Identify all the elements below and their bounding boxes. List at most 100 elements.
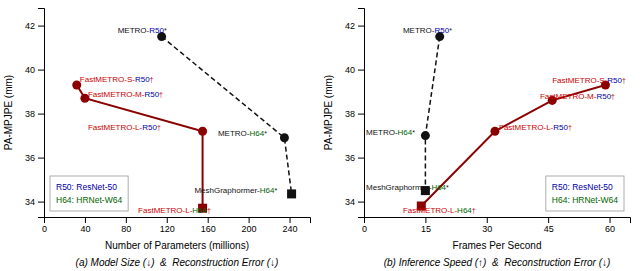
y-tick-mark — [38, 70, 44, 71]
legend-box — [50, 176, 128, 211]
x-tick-mark — [208, 217, 209, 223]
point-label-part: H64 — [398, 128, 413, 137]
y-tick-label: 42 — [25, 21, 35, 31]
point-label-part: * — [264, 130, 267, 137]
plot-area: 040801201602002403436384042METRO-R50*Fas… — [25, 9, 311, 235]
y-tick-label: 34 — [25, 197, 35, 207]
x-tick: 0 — [362, 217, 367, 234]
y-axis: 3436384042 — [25, 9, 45, 218]
point-label: FastMETRO-L-H64† — [138, 206, 211, 215]
y-axis-title: PA-MPJPE (mm) — [323, 75, 334, 150]
point-label: MeshGraphormer-H64* — [366, 183, 449, 192]
plot-area: 0153045603436384042METRO-R50*METRO-H64*M… — [345, 9, 631, 235]
point-label: FastMETRO-M-R50† — [540, 92, 615, 101]
point-label-part: † — [159, 91, 163, 98]
x-axis-line — [365, 218, 631, 224]
legend-entry: H64: HRNet-W64 — [56, 195, 122, 205]
x-tick-label: 40 — [80, 224, 90, 234]
x-tick-mark — [85, 217, 86, 223]
x-tick-label: 0 — [42, 224, 47, 234]
y-tick: 38 — [345, 109, 364, 119]
point-label-part: FastMETRO-M- — [88, 90, 145, 99]
y-tick: 42 — [345, 21, 364, 31]
x-axis-title: Frames Per Second — [453, 240, 542, 251]
x-tick: 160 — [201, 217, 216, 234]
x-tick: 200 — [242, 217, 257, 234]
y-tick-mark — [38, 26, 44, 27]
x-axis: 015304560 — [362, 217, 631, 234]
y-tick: 40 — [25, 65, 44, 75]
y-axis-line — [358, 9, 365, 218]
point-label-part: † — [157, 124, 161, 131]
x-tick: 120 — [160, 217, 175, 234]
point-label-part: * — [412, 129, 415, 136]
x-tick-label: 80 — [121, 224, 131, 234]
y-tick-label: 40 — [25, 65, 35, 75]
chart-title: (a) Model Size (↓) & Reconstruction Erro… — [76, 257, 279, 268]
point-label: METRO-R50* — [403, 26, 452, 35]
y-tick-label: 36 — [345, 153, 355, 163]
point-label-part: † — [622, 77, 626, 84]
point-label: METRO-H64* — [218, 129, 267, 138]
x-axis: 0 40 80 120 160 200 240 — [42, 217, 311, 234]
x-tick: 15 — [421, 217, 431, 234]
x-tick-label: 60 — [605, 224, 615, 234]
y-axis-title: PA-MPJPE (mm) — [3, 75, 14, 150]
x-tick-mark — [167, 217, 168, 223]
point-label-part: H64 — [192, 206, 207, 215]
x-tick-mark — [487, 217, 488, 223]
point-circle — [421, 131, 430, 140]
y-tick-label: 34 — [345, 197, 355, 207]
point-label-part: † — [568, 124, 572, 131]
point-label-part: † — [207, 207, 211, 214]
point-label: FastMETRO-M-R50† — [88, 90, 163, 99]
y-tick-mark — [38, 202, 44, 203]
chart-title: (b) Inference Speed (↑) & Reconstruction… — [384, 257, 611, 268]
point-label-part: R50 — [434, 26, 449, 35]
panel: 040801201602002403436384042METRO-R50*Fas… — [3, 9, 311, 269]
point-label-part: * — [446, 184, 449, 191]
x-tick-mark — [548, 217, 549, 223]
x-tick: 30 — [482, 217, 492, 234]
x-tick-label: 120 — [160, 224, 175, 234]
point-label-part: R50 — [607, 76, 622, 85]
y-tick-mark — [38, 158, 44, 159]
point-label-part: FastMETRO-S- — [80, 75, 135, 84]
x-tick-mark — [126, 217, 127, 223]
point-label-part: R50 — [135, 75, 150, 84]
legend: R50: ResNet-50H64: HRNet-W64 — [546, 176, 624, 211]
y-tick: 34 — [25, 197, 44, 207]
y-tick: 42 — [25, 21, 44, 31]
y-tick-label: 42 — [345, 21, 355, 31]
point-label: MeshGraphormer-H64* — [194, 186, 277, 195]
point-label-part: FastMETRO-L- — [88, 123, 143, 132]
point-label: FastMETRO-L-R50† — [88, 123, 161, 132]
point-label: FastMETRO-L-R50† — [499, 123, 572, 132]
point-label-part: R50 — [553, 123, 568, 132]
y-tick: 34 — [345, 197, 364, 207]
y-tick-label: 38 — [345, 109, 355, 119]
point-label: METRO-R50* — [118, 26, 167, 35]
y-tick-mark — [358, 26, 364, 27]
point-label: FastMETRO-S-R50† — [80, 75, 154, 84]
x-tick-label: 15 — [421, 224, 431, 234]
point-labels: METRO-R50*METRO-H64*MeshGraphormer-H64*F… — [366, 26, 626, 215]
x-axis-title: Number of Parameters (millions) — [105, 240, 249, 251]
point-label: FastMETRO-S-R50† — [552, 76, 626, 85]
point-circle — [198, 127, 207, 136]
series-line — [425, 37, 439, 191]
x-tick-mark — [610, 217, 611, 223]
point-label-part: FastMETRO-M- — [540, 92, 597, 101]
x-tick: 240 — [283, 217, 298, 234]
chart-root: 040801201602002403436384042METRO-R50*Fas… — [0, 0, 640, 271]
point-label-part: H64 — [431, 183, 446, 192]
y-axis: 3436384042 — [345, 9, 365, 218]
point-label-part: METRO- — [403, 26, 435, 35]
point-circle — [280, 133, 289, 142]
series-line — [162, 37, 292, 194]
point-label-part: H64 — [249, 129, 264, 138]
x-tick-mark — [290, 217, 291, 223]
y-tick-mark — [358, 158, 364, 159]
y-tick: 36 — [25, 153, 44, 163]
x-tick-label: 30 — [482, 224, 492, 234]
